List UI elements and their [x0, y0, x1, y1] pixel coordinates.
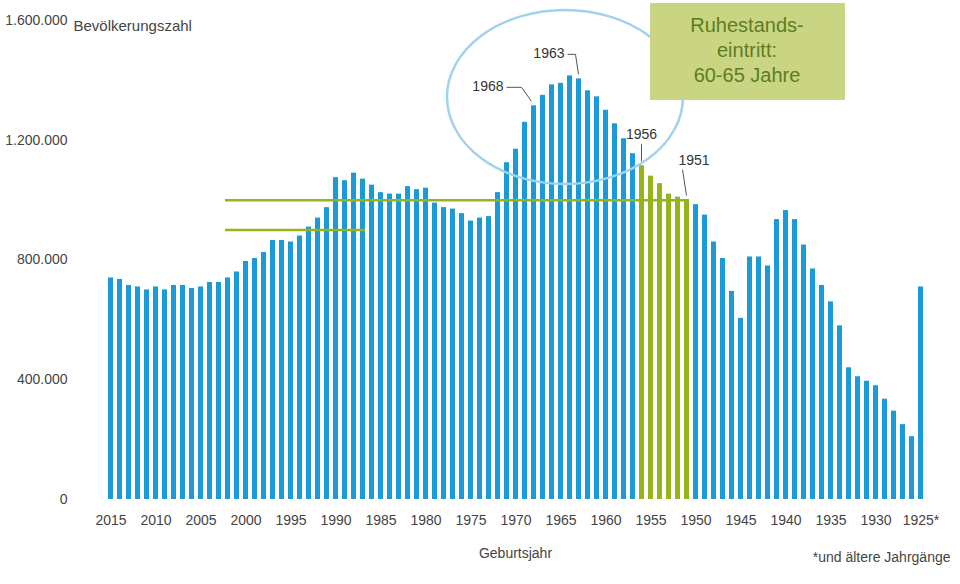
- svg-text:2005: 2005: [185, 512, 216, 528]
- svg-text:1925*: 1925*: [903, 512, 940, 528]
- svg-text:60-65 Jahre: 60-65 Jahre: [694, 64, 801, 86]
- svg-text:800.000: 800.000: [17, 251, 68, 267]
- svg-text:1930: 1930: [860, 512, 891, 528]
- svg-text:2000: 2000: [230, 512, 261, 528]
- svg-text:1975: 1975: [455, 512, 486, 528]
- svg-text:1965: 1965: [545, 512, 576, 528]
- svg-text:400.000: 400.000: [17, 371, 68, 387]
- svg-text:1951: 1951: [679, 152, 710, 168]
- svg-text:eintritt:: eintritt:: [717, 39, 777, 61]
- svg-text:Geburtsjahr: Geburtsjahr: [479, 545, 552, 561]
- svg-text:1970: 1970: [500, 512, 531, 528]
- svg-text:1960: 1960: [590, 512, 621, 528]
- svg-text:Bevölkerungszahl: Bevölkerungszahl: [74, 17, 192, 34]
- svg-text:1.600.000: 1.600.000: [5, 12, 67, 28]
- svg-text:*und ältere Jahrgänge: *und ältere Jahrgänge: [813, 549, 951, 565]
- svg-text:1.200.000: 1.200.000: [5, 132, 67, 148]
- svg-text:1963: 1963: [533, 45, 564, 61]
- svg-text:1945: 1945: [725, 512, 756, 528]
- svg-text:1935: 1935: [815, 512, 846, 528]
- svg-text:1956: 1956: [626, 126, 657, 142]
- svg-text:1968: 1968: [472, 78, 503, 94]
- svg-text:Ruhestands-: Ruhestands-: [690, 14, 803, 36]
- svg-text:1940: 1940: [770, 512, 801, 528]
- svg-text:1950: 1950: [680, 512, 711, 528]
- svg-text:2010: 2010: [140, 512, 171, 528]
- svg-text:1985: 1985: [365, 512, 396, 528]
- svg-text:1955: 1955: [635, 512, 666, 528]
- svg-text:1980: 1980: [410, 512, 441, 528]
- svg-text:2015: 2015: [95, 512, 126, 528]
- svg-text:1995: 1995: [275, 512, 306, 528]
- svg-text:1990: 1990: [320, 512, 351, 528]
- svg-text:0: 0: [60, 491, 68, 507]
